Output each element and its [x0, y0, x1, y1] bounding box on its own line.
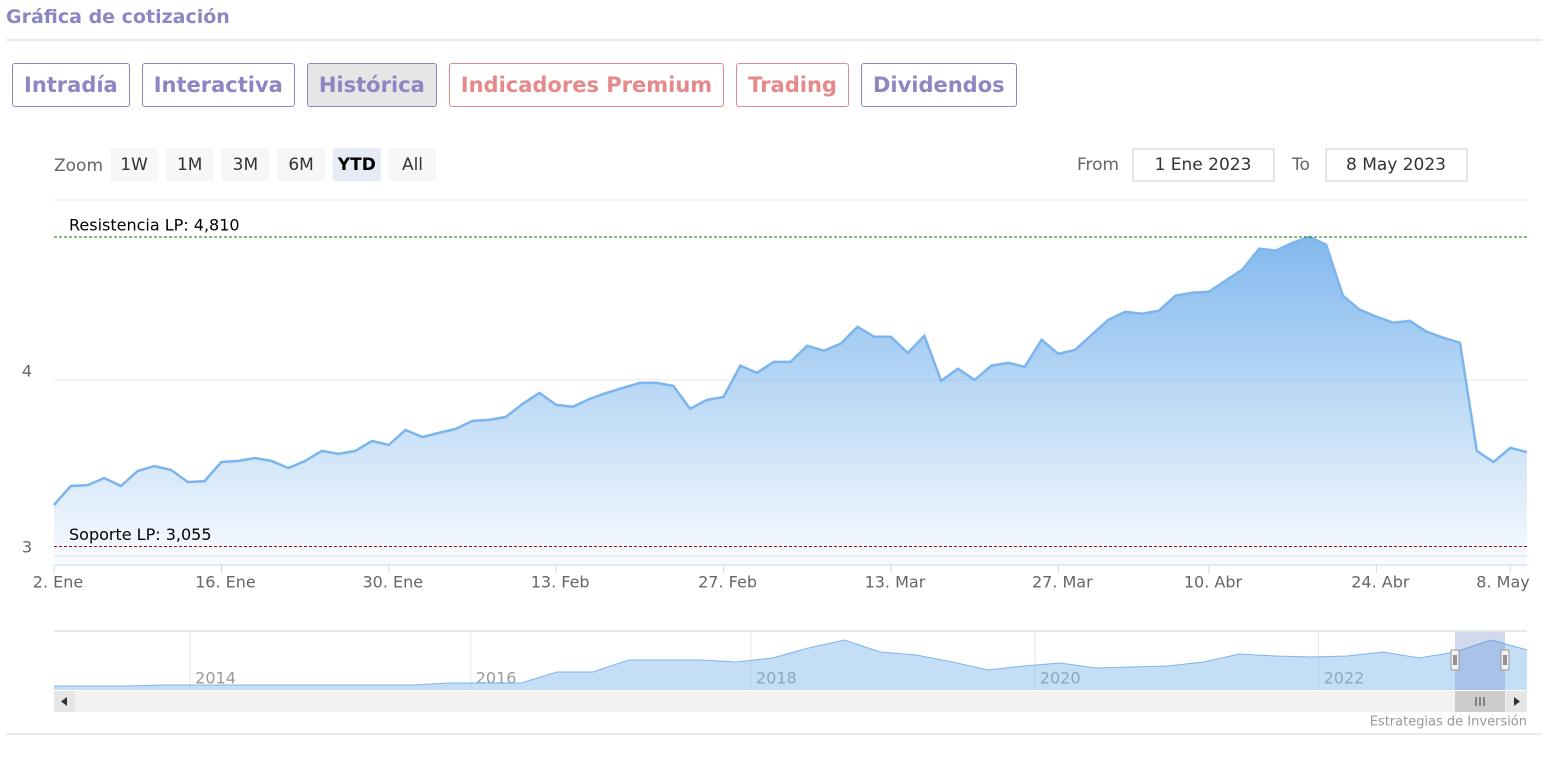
- zoom-button[interactable]: [277, 148, 326, 181]
- x-tick-label: 2. Ene: [33, 573, 83, 592]
- zoom-button-label: YTD: [337, 155, 376, 175]
- x-tick-label: 27. Feb: [698, 573, 757, 592]
- tab[interactable]: Interactiva: [141, 63, 295, 107]
- from-value: 1 Ene 2023: [1155, 155, 1252, 175]
- navigator-tick-label: 2018: [756, 669, 797, 688]
- scrollbar-thumb[interactable]: [1455, 691, 1505, 712]
- to-label: To: [1291, 155, 1310, 175]
- line: [54, 639, 1528, 687]
- from-input[interactable]: [1132, 148, 1275, 182]
- scrollbar-track: [54, 691, 1527, 712]
- scroll-arrow: [1514, 697, 1520, 706]
- line: [53, 235, 1528, 506]
- tab[interactable]: Trading: [736, 63, 849, 107]
- tab[interactable]: Intradía: [12, 63, 130, 107]
- zoom-button[interactable]: [221, 148, 270, 181]
- tab-bar: Intradía Interactiva Histórica Indicadores …: [12, 63, 1017, 107]
- x-tick-label: 30. Ene: [362, 573, 423, 592]
- x-tick-label: 8. May: [1476, 573, 1529, 592]
- zoom-button-label: 6M: [288, 155, 313, 175]
- zoom-label: Zoom: [54, 156, 103, 176]
- navigator-bg: [54, 632, 1527, 690]
- page-title: Gráfica de cotización: [6, 6, 230, 28]
- zoom-button-label: All: [402, 155, 423, 175]
- navigator-mask: [1455, 632, 1505, 690]
- to-input[interactable]: [1325, 148, 1468, 182]
- zoom-button[interactable]: [165, 148, 214, 181]
- scrollbar-button[interactable]: [1506, 691, 1527, 712]
- navigator-handle[interactable]: [1500, 649, 1510, 671]
- area-fill: [54, 237, 1527, 565]
- navigator-tick-label: 2020: [1040, 669, 1081, 688]
- from-label: From: [1077, 155, 1119, 175]
- plot-line-label: Resistencia LP: 4,810: [69, 216, 240, 235]
- y-tick-label: 3: [22, 538, 32, 557]
- area-fill: [54, 640, 1527, 690]
- navigator-handle[interactable]: [1450, 649, 1460, 671]
- navigator-tick-label: 2014: [195, 669, 236, 688]
- zoom-button[interactable]: [110, 148, 158, 181]
- to-value: 8 May 2023: [1346, 155, 1446, 175]
- tab[interactable]: Indicadores Premium: [448, 63, 725, 107]
- navigator-tick-label: 2016: [476, 669, 517, 688]
- x-tick-label: 16. Ene: [195, 573, 256, 592]
- x-tick-label: 13. Feb: [531, 573, 590, 592]
- zoom-button-label: 3M: [233, 155, 258, 175]
- zoom-button[interactable]: [332, 148, 381, 181]
- y-tick-label: 4: [22, 361, 32, 380]
- x-tick-label: 10. Abr: [1184, 573, 1243, 592]
- scroll-arrow: [61, 697, 67, 706]
- tab[interactable]: Histórica: [306, 63, 437, 107]
- navigator-tick-label: 2022: [1324, 669, 1365, 688]
- zoom-button[interactable]: [388, 148, 437, 181]
- zoom-button-label: 1M: [177, 155, 202, 175]
- plot-line-label: Soporte LP: 3,055: [69, 525, 212, 544]
- scrollbar-button[interactable]: [54, 691, 75, 712]
- x-tick-label: 27. Mar: [1032, 573, 1093, 592]
- zoom-button-label: 1W: [120, 155, 148, 175]
- x-tick-label: 24. Abr: [1351, 573, 1410, 592]
- tab[interactable]: Dividendos: [860, 63, 1017, 107]
- x-tick-label: 13. Mar: [865, 573, 926, 592]
- credits: Estrategias de Inversión: [1370, 715, 1527, 730]
